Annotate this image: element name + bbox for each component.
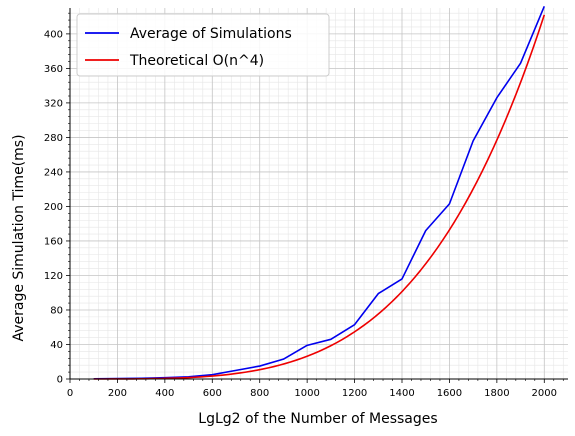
x-tick-label: 600 [203,388,222,399]
y-tick-label: 40 [50,340,63,351]
y-tick-labels: 0 40 80 120 160 200 240 280 320 360 400 [44,29,63,385]
y-tick-label: 240 [44,167,63,178]
y-tick-label: 360 [44,64,63,75]
y-tick-label: 160 [44,236,63,247]
x-tick-label: 0 [67,388,73,399]
legend-label-average: Average of Simulations [130,26,292,42]
legend-label-theoretical: Theoretical O(n^4) [129,53,264,69]
x-tick-label: 1600 [437,388,462,399]
y-tick-label: 0 [57,375,63,386]
x-axis-label: LgLg2 of the Number of Messages [198,411,437,427]
x-tick-label: 1000 [294,388,319,399]
y-axis-label: Average Simulation Time(ms) [11,134,27,341]
y-tick-label: 80 [50,305,63,316]
y-tick-label: 120 [44,271,63,282]
series-layer [93,5,546,380]
x-tick-labels: 0 200 400 600 800 1000 1200 1400 1600 1800 2000 [67,388,557,399]
x-tick-label: 200 [108,388,127,399]
y-tick-label: 280 [44,133,63,144]
y-tick-label: 320 [44,98,63,109]
x-tick-label: 400 [155,388,174,399]
axes [66,8,568,383]
x-tick-label: 2000 [532,388,557,399]
x-tick-label: 800 [250,388,269,399]
x-tick-label: 1400 [389,388,414,399]
legend-box [76,13,330,77]
x-tick-label: 1200 [342,388,367,399]
x-tick-label: 1800 [484,388,509,399]
series-line-1 [93,14,546,380]
y-tick-label: 400 [44,29,63,40]
legend: Average of Simulations Theoretical O(n^4… [76,13,330,77]
y-tick-label: 200 [44,202,63,213]
